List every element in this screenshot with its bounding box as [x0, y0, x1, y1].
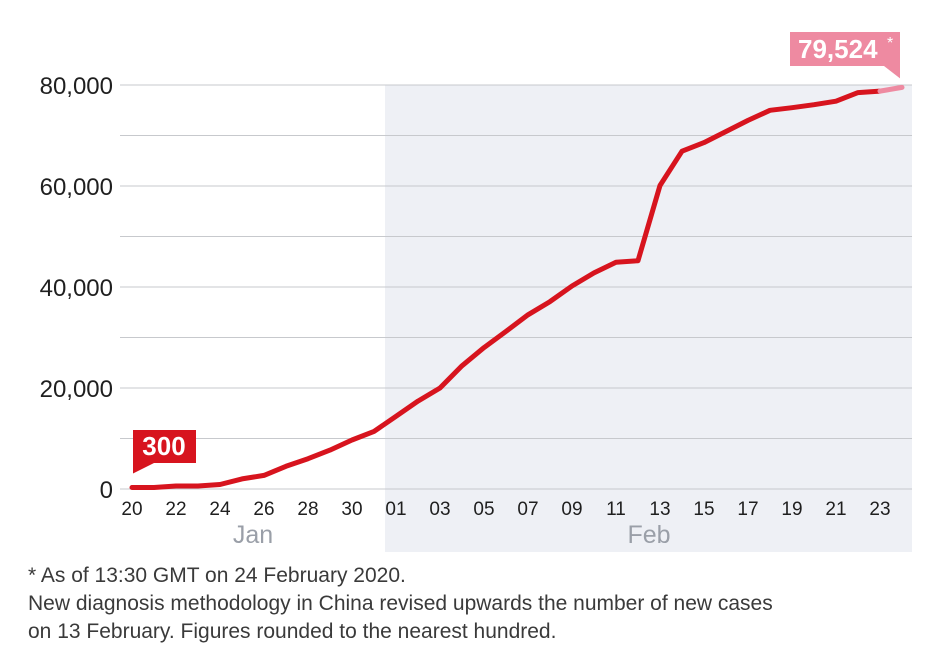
month-label: Jan [233, 521, 273, 549]
y-tick-label: 80,000 [40, 73, 113, 100]
end-callout-label: 79,524 [798, 34, 878, 64]
x-tick-label: 09 [561, 499, 582, 520]
x-tick-label: 01 [385, 499, 406, 520]
x-tick-label: 03 [429, 499, 450, 520]
x-tick-label: 13 [649, 499, 670, 520]
x-tick-label: 24 [209, 499, 231, 520]
x-tick-label: 21 [825, 499, 846, 520]
x-tick-label: 28 [297, 499, 318, 520]
month-labels: Jan Feb [233, 521, 671, 549]
start-callout-label: 300 [142, 431, 185, 461]
series-line [877, 84, 905, 94]
value-callouts: 300 79,524 * [133, 32, 900, 474]
footnote-methodology-cont: on 13 February. Figures rounded to the n… [28, 620, 557, 643]
x-tick-label: 17 [737, 499, 758, 520]
y-tick-label: 60,000 [40, 174, 113, 201]
y-tick-label: 20,000 [40, 376, 113, 403]
x-tick-label: 20 [121, 499, 142, 520]
end-callout-box [790, 32, 900, 79]
x-axis-tick-labels: 20 22 24 26 28 30 01 03 05 07 09 11 13 15 17 19 21 23 [121, 499, 890, 520]
x-tick-label: 05 [473, 499, 494, 520]
x-tick-label: 07 [517, 499, 538, 520]
series-lines [129, 84, 905, 490]
series-line [129, 88, 883, 490]
feb-shaded-region [385, 85, 912, 552]
x-tick-label: 26 [253, 499, 274, 520]
x-tick-label: 15 [693, 499, 714, 520]
y-axis-tick-labels: 0 20,000 40,000 60,000 80,000 [40, 73, 113, 504]
end-callout-asterisk: * [887, 35, 893, 52]
month-label: Feb [627, 521, 670, 549]
footnote-methodology: New diagnosis methodology in China revis… [28, 592, 773, 615]
x-tick-label: 22 [165, 499, 186, 520]
footnote-as-of: * As of 13:30 GMT on 24 February 2020. [28, 564, 406, 587]
x-tick-label: 11 [606, 499, 626, 520]
y-tick-label: 0 [100, 477, 113, 504]
x-tick-label: 19 [781, 499, 802, 520]
x-tick-label: 23 [869, 499, 890, 520]
y-tick-label: 40,000 [40, 275, 113, 302]
x-tick-label: 30 [341, 499, 362, 520]
start-callout-box [133, 430, 196, 474]
gridlines [120, 84, 912, 490]
